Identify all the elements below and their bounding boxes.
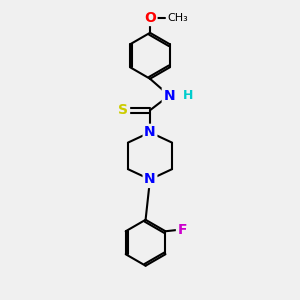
- Text: N: N: [144, 125, 156, 139]
- Text: N: N: [163, 88, 175, 103]
- Text: H: H: [182, 89, 193, 102]
- Text: CH₃: CH₃: [168, 13, 188, 22]
- Text: O: O: [144, 11, 156, 25]
- Text: F: F: [178, 223, 187, 237]
- Text: N: N: [144, 172, 156, 186]
- Text: S: S: [118, 103, 128, 117]
